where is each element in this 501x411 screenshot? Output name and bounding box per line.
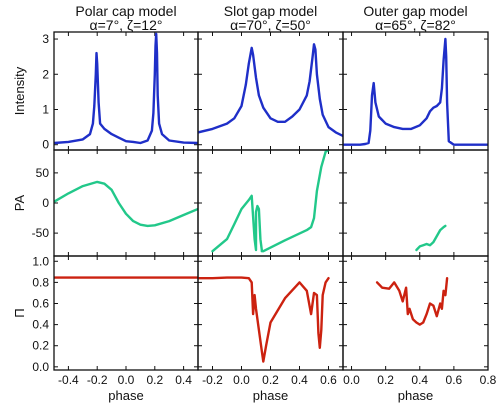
column-title-2: Slot gap model [224,3,317,19]
panel-frame [197,31,344,151]
x-tick-label: 0.2 [262,373,279,387]
y-axis-label-pa: PA [12,194,27,211]
series-line-pa-col2 [211,150,330,253]
y-tick-label: 2 [42,67,49,81]
series-line-pa-col1 [54,180,198,228]
x-axis-label-2: phase [253,388,288,403]
column-subtitle-1: α=7°, ζ=12° [90,17,163,33]
column-title-1: Polar cap model [75,3,176,19]
x-axis-label-3: phase [398,388,433,403]
y-tick-label: 0.2 [32,339,49,353]
panel-frame [342,255,489,371]
x-tick-label: 0.2 [377,373,394,387]
panel-frame [342,149,489,257]
series-line-pi-col3 [375,277,449,326]
column-subtitle-2: α=70°, ζ=50° [230,17,311,33]
panel-frame [53,149,199,257]
x-tick-label: -0.2 [87,373,108,387]
column-title-3: Outer gap model [363,3,467,19]
y-axis-label-intensity: Intensity [12,66,27,115]
y-tick-label: -50 [32,226,50,240]
column-subtitle-3: α=65°, ζ=82° [375,17,456,33]
y-axis-label-pi: Π [12,308,27,317]
x-tick-label: 0.6 [446,373,463,387]
series-line-intensity-col3 [343,37,488,146]
y-tick-label: 1 [42,102,49,116]
panel-frame [53,255,199,371]
y-tick-label: 0 [42,138,49,152]
series-line-intensity-col2 [198,43,343,138]
x-axis-label-1: phase [108,388,143,403]
x-tick-label: 0.4 [291,373,308,387]
x-tick-label: 0.8 [480,373,497,387]
y-tick-label: 3 [42,32,49,46]
y-tick-label: 50 [36,166,50,180]
x-tick-label: 0.0 [233,373,250,387]
y-tick-label: 0.0 [32,360,49,374]
x-tick-label: 0.0 [343,373,360,387]
panel-frame [53,31,199,151]
x-tick-label: 0.2 [146,373,163,387]
series-line-intensity-col1 [54,32,198,145]
y-tick-label: 0.8 [32,275,49,289]
x-tick-label: -0.2 [202,373,223,387]
x-tick-label: 0.0 [118,373,135,387]
y-tick-label: 0.6 [32,297,49,311]
x-tick-label: 0.4 [175,373,192,387]
y-tick-label: 0 [42,196,49,210]
x-tick-label: 0.6 [320,373,337,387]
series-line-pi-col2 [198,276,330,363]
y-tick-label: 1.0 [32,254,49,268]
y-tick-label: 0.4 [32,318,49,332]
series-line-pa-col3 [415,224,447,252]
x-tick-label: -0.4 [58,373,79,387]
panel-frame [342,31,489,151]
x-tick-label: 0.4 [411,373,428,387]
